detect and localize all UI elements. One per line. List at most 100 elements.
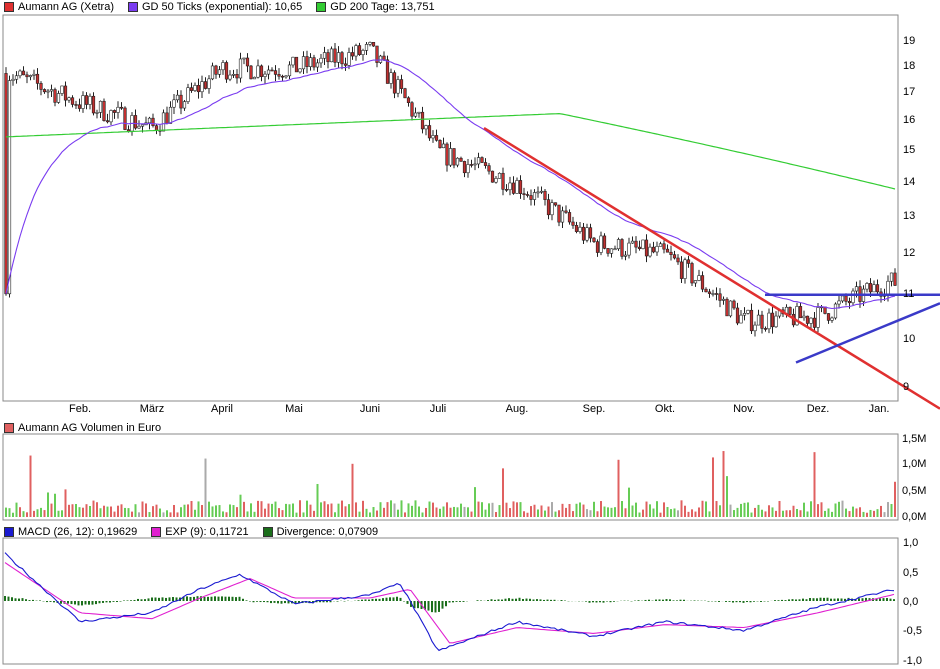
volume-bar: [495, 512, 497, 517]
candle-body: [25, 74, 29, 78]
volume-bar: [631, 505, 634, 517]
candle-body: [291, 56, 295, 66]
volume-bar: [519, 502, 522, 517]
divergence-bar: [669, 599, 671, 601]
candle-body: [490, 170, 495, 183]
candle-body: [116, 106, 120, 113]
volume-bar: [397, 509, 399, 517]
volume-bar: [866, 512, 868, 517]
divergence-bar: [875, 598, 878, 601]
candle-body: [389, 72, 393, 84]
divergence-bar: [865, 597, 867, 601]
volume-bar: [603, 506, 606, 517]
divergence-bar: [203, 597, 206, 601]
volume-bar: [162, 512, 165, 517]
candle-body: [529, 195, 533, 200]
volume-bar: [33, 510, 35, 517]
volume-bar: [670, 509, 672, 517]
candle-body: [95, 112, 99, 114]
volume-bar: [253, 511, 256, 517]
candle-body: [322, 52, 327, 59]
candle-body: [385, 59, 390, 84]
divergence-bar: [525, 598, 528, 601]
x-axis: Feb. März April Mai Juni Juli Aug. Sep. …: [69, 403, 889, 415]
macd-layer: [4, 552, 895, 652]
candle-body: [392, 72, 397, 94]
candle-body: [238, 58, 243, 79]
volume-bar: [204, 458, 207, 517]
candle-body: [448, 148, 453, 166]
divergence-bar: [497, 599, 500, 601]
x-tick-nov: Nov.: [733, 403, 755, 415]
candle-body: [368, 42, 372, 45]
volume-bar: [491, 502, 494, 517]
divergence-bar: [214, 596, 216, 601]
candle-body: [763, 328, 768, 330]
volume-bar: [589, 510, 592, 517]
divergence-bar: [266, 601, 269, 603]
volume-bar: [152, 506, 154, 517]
divergence-bar: [315, 601, 318, 603]
divergence-bar: [385, 597, 388, 601]
divergence-bar: [221, 596, 223, 601]
candle-body: [746, 309, 750, 314]
volume-bar: [425, 507, 427, 517]
volume-bar: [372, 507, 375, 517]
candle-body: [406, 97, 411, 103]
volume-bar: [572, 511, 574, 517]
volume-bar: [316, 483, 319, 517]
volume-bar: [684, 505, 686, 517]
candle-body: [172, 99, 176, 108]
volume-bar: [810, 501, 812, 517]
volume-bar: [855, 508, 858, 517]
candle-body: [263, 73, 267, 77]
divergence-bar: [718, 601, 720, 602]
volume-bar: [138, 512, 140, 517]
candle-body: [522, 193, 526, 195]
divergence-bar: [263, 601, 265, 603]
volume-bar: [166, 510, 168, 517]
divergence-bar: [109, 601, 111, 603]
candle-body: [497, 172, 502, 179]
volume-bar: [232, 505, 235, 517]
candle-body: [462, 161, 467, 174]
volume-bar: [355, 502, 357, 517]
divergence-bar: [67, 601, 69, 604]
divergence-bar: [637, 600, 640, 601]
divergence-bar: [798, 599, 801, 601]
divergence-bar: [532, 599, 535, 601]
candle-body: [872, 284, 876, 293]
volume-bar: [540, 505, 543, 517]
candle-body: [105, 120, 110, 123]
candle-body: [805, 315, 810, 324]
volume-bar: [390, 500, 392, 517]
legend-label: GD 50 Ticks (exponential): 10,65: [142, 1, 303, 13]
candle-body: [567, 212, 572, 223]
volume-bar: [729, 504, 732, 517]
legend-item-gd200: GD 200 Tage: 13,751: [316, 1, 435, 13]
candle-body: [840, 295, 845, 302]
divergence-bar: [378, 598, 381, 601]
divergence-bar: [217, 596, 220, 601]
candle-body: [550, 202, 554, 216]
volume-bar: [439, 508, 441, 517]
volume-bar: [64, 489, 67, 517]
volume-bar: [8, 508, 11, 517]
candle-body: [767, 312, 771, 330]
candle-body: [340, 52, 344, 65]
volume-bar: [103, 505, 105, 517]
divergence-bar: [284, 601, 286, 604]
divergence-bar: [655, 599, 657, 601]
volume-bar: [701, 500, 704, 517]
volume-bar: [351, 463, 354, 517]
candle-body: [53, 89, 57, 103]
volume-bar: [876, 509, 879, 517]
volume-bar: [663, 502, 665, 517]
candle-body: [833, 303, 838, 319]
candle-body: [459, 157, 463, 162]
legend-swatch: [151, 527, 162, 537]
candle-body: [382, 55, 386, 61]
volume-bar: [169, 512, 172, 517]
divergence-bar: [186, 596, 188, 601]
candle-body: [333, 48, 337, 63]
